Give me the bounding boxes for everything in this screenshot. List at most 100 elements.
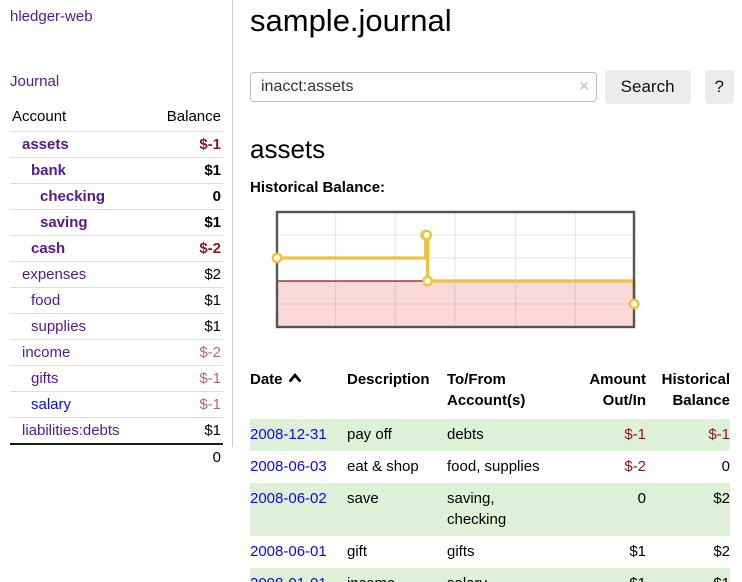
account-row: gifts $-1	[10, 365, 223, 392]
account-heading: assets	[250, 134, 326, 164]
account-balance: 0	[212, 188, 221, 205]
register-description: gift	[347, 543, 368, 560]
account-balance: $1	[204, 318, 221, 335]
account-balance: $2	[204, 266, 221, 283]
sidebar-item-journal[interactable]: Journal	[10, 73, 60, 90]
accounts-table: Account Balance assets $-1 bank $1 checking 0…	[10, 105, 223, 470]
register-description: eat & shop	[347, 458, 419, 475]
page-title: sample.journal	[250, 3, 452, 38]
account-balance: $1	[204, 162, 221, 179]
register-balance: 0	[721, 458, 730, 475]
register-description: income	[347, 568, 447, 582]
account-row: assets $-1	[10, 131, 223, 158]
chevron-up-icon	[288, 373, 301, 383]
account-row: cash $-2	[10, 235, 223, 262]
account-name-link[interactable]: expenses	[22, 266, 87, 283]
register-accounts: food, supplies	[447, 458, 540, 475]
account-balance: $-1	[199, 396, 221, 413]
data-point-marker	[628, 298, 640, 310]
account-name-link[interactable]: cash	[31, 240, 66, 257]
register-date-link[interactable]: 2008-06-01	[250, 543, 327, 560]
account-name-link[interactable]: saving	[40, 214, 88, 231]
negative-region	[277, 281, 634, 327]
account-balance: $1	[204, 422, 221, 439]
account-name-link[interactable]: checking	[40, 188, 106, 205]
register-balance: $2	[713, 543, 730, 560]
register-accounts: saving, checking	[447, 490, 507, 528]
account-name-link[interactable]: income	[22, 344, 71, 361]
account-row: food $1	[10, 287, 223, 314]
search-button[interactable]: Search	[604, 70, 691, 104]
balance-chart-svg[interactable]	[243, 205, 643, 347]
account-row: bank $1	[10, 157, 223, 184]
register-accounts: salary	[447, 568, 571, 582]
register-date-link[interactable]: 2008-06-03	[250, 458, 327, 475]
help-button[interactable]: ?	[704, 70, 734, 104]
register-row: 2008-01-01incomesalary$1$1	[250, 568, 730, 582]
register-header-date[interactable]: Date	[250, 369, 347, 419]
register-description: pay off	[347, 426, 392, 443]
account-balance: $1	[204, 214, 221, 231]
register-date-link[interactable]: 2008-01-01	[250, 575, 327, 582]
register-header-amount: Amount Out/In	[589, 371, 646, 409]
register-date-link[interactable]: 2008-12-31	[250, 426, 327, 443]
register-row: 2008-06-02 save saving, checking 0 $2	[250, 483, 730, 536]
account-name-link[interactable]: bank	[31, 162, 67, 179]
account-row: supplies $1	[10, 313, 223, 340]
register-accounts: gifts	[447, 543, 475, 560]
register-amount: $1	[629, 543, 646, 560]
sidebar: hledger-web Journal Account Balance asse…	[0, 0, 233, 466]
plot-border	[275, 210, 636, 329]
account-balance: $1	[204, 292, 221, 309]
search-form: × Search ?	[250, 70, 734, 104]
account-row: liabilities:debts $1	[10, 417, 223, 445]
account-name-link[interactable]: assets	[22, 136, 69, 153]
account-row: expenses $2	[10, 261, 223, 288]
accounts-header-row: Account Balance	[10, 105, 223, 132]
register-amount: $1	[571, 568, 646, 582]
search-input-wrap: ×	[250, 72, 597, 102]
account-balance: $-1	[199, 370, 221, 387]
accounts-total-row: 0	[10, 444, 223, 470]
register-header-historical: Historical Balance	[661, 371, 730, 409]
chart-title-label: Historical Balance:	[250, 179, 386, 196]
register-row: 2008-12-31 pay off debts $-1 $-1	[250, 419, 730, 451]
account-row: salary $-1	[10, 391, 223, 418]
register-amount: 0	[637, 490, 646, 507]
account-balance: $-2	[199, 240, 221, 257]
account-name-link[interactable]: liabilities:debts	[22, 422, 120, 439]
register-date-link[interactable]: 2008-06-02	[250, 490, 327, 507]
account-name-link[interactable]: salary	[31, 396, 72, 413]
search-input[interactable]	[250, 72, 597, 102]
account-row: saving $1	[10, 209, 223, 236]
data-point-marker	[422, 275, 434, 287]
account-row: checking 0	[10, 183, 223, 210]
account-balance: $-2	[199, 344, 221, 361]
account-name-link[interactable]: supplies	[31, 318, 87, 335]
app-title-link[interactable]: hledger-web	[10, 8, 93, 25]
accounts-header-account: Account	[12, 108, 67, 125]
register-header-row: Date Description To/From Account(s) Amou…	[250, 369, 730, 419]
accounts-total-value: 0	[212, 449, 221, 466]
register-row: 2008-06-01 gift gifts $1 $2	[250, 536, 730, 568]
accounts-header-balance: Balance	[166, 108, 221, 125]
register-header-description: Description	[347, 371, 430, 388]
register-balance: $-1	[708, 426, 730, 443]
register-balance: $1	[646, 568, 730, 582]
balance-chart[interactable]	[243, 205, 643, 347]
register-description: save	[347, 490, 379, 507]
account-name-link[interactable]: food	[31, 292, 61, 309]
register-balance: $2	[713, 490, 730, 507]
register-row: 2008-06-03 eat & shop food, supplies $-2 0	[250, 451, 730, 483]
account-row: income $-2	[10, 339, 223, 366]
register-table: Date Description To/From Account(s) Amou…	[250, 369, 730, 582]
clear-search-icon[interactable]: ×	[579, 78, 589, 95]
register-accounts: debts	[447, 426, 484, 443]
account-name-link[interactable]: gifts	[31, 370, 59, 387]
data-point-marker	[271, 252, 283, 264]
register-amount: $-1	[624, 426, 646, 443]
register-header-tofrom: To/From Account(s)	[447, 371, 526, 409]
main-content: sample.journal × Search ? assets Histori…	[250, 0, 734, 582]
register-amount: $-2	[624, 458, 646, 475]
app-title[interactable]: hledger-web	[10, 8, 232, 25]
